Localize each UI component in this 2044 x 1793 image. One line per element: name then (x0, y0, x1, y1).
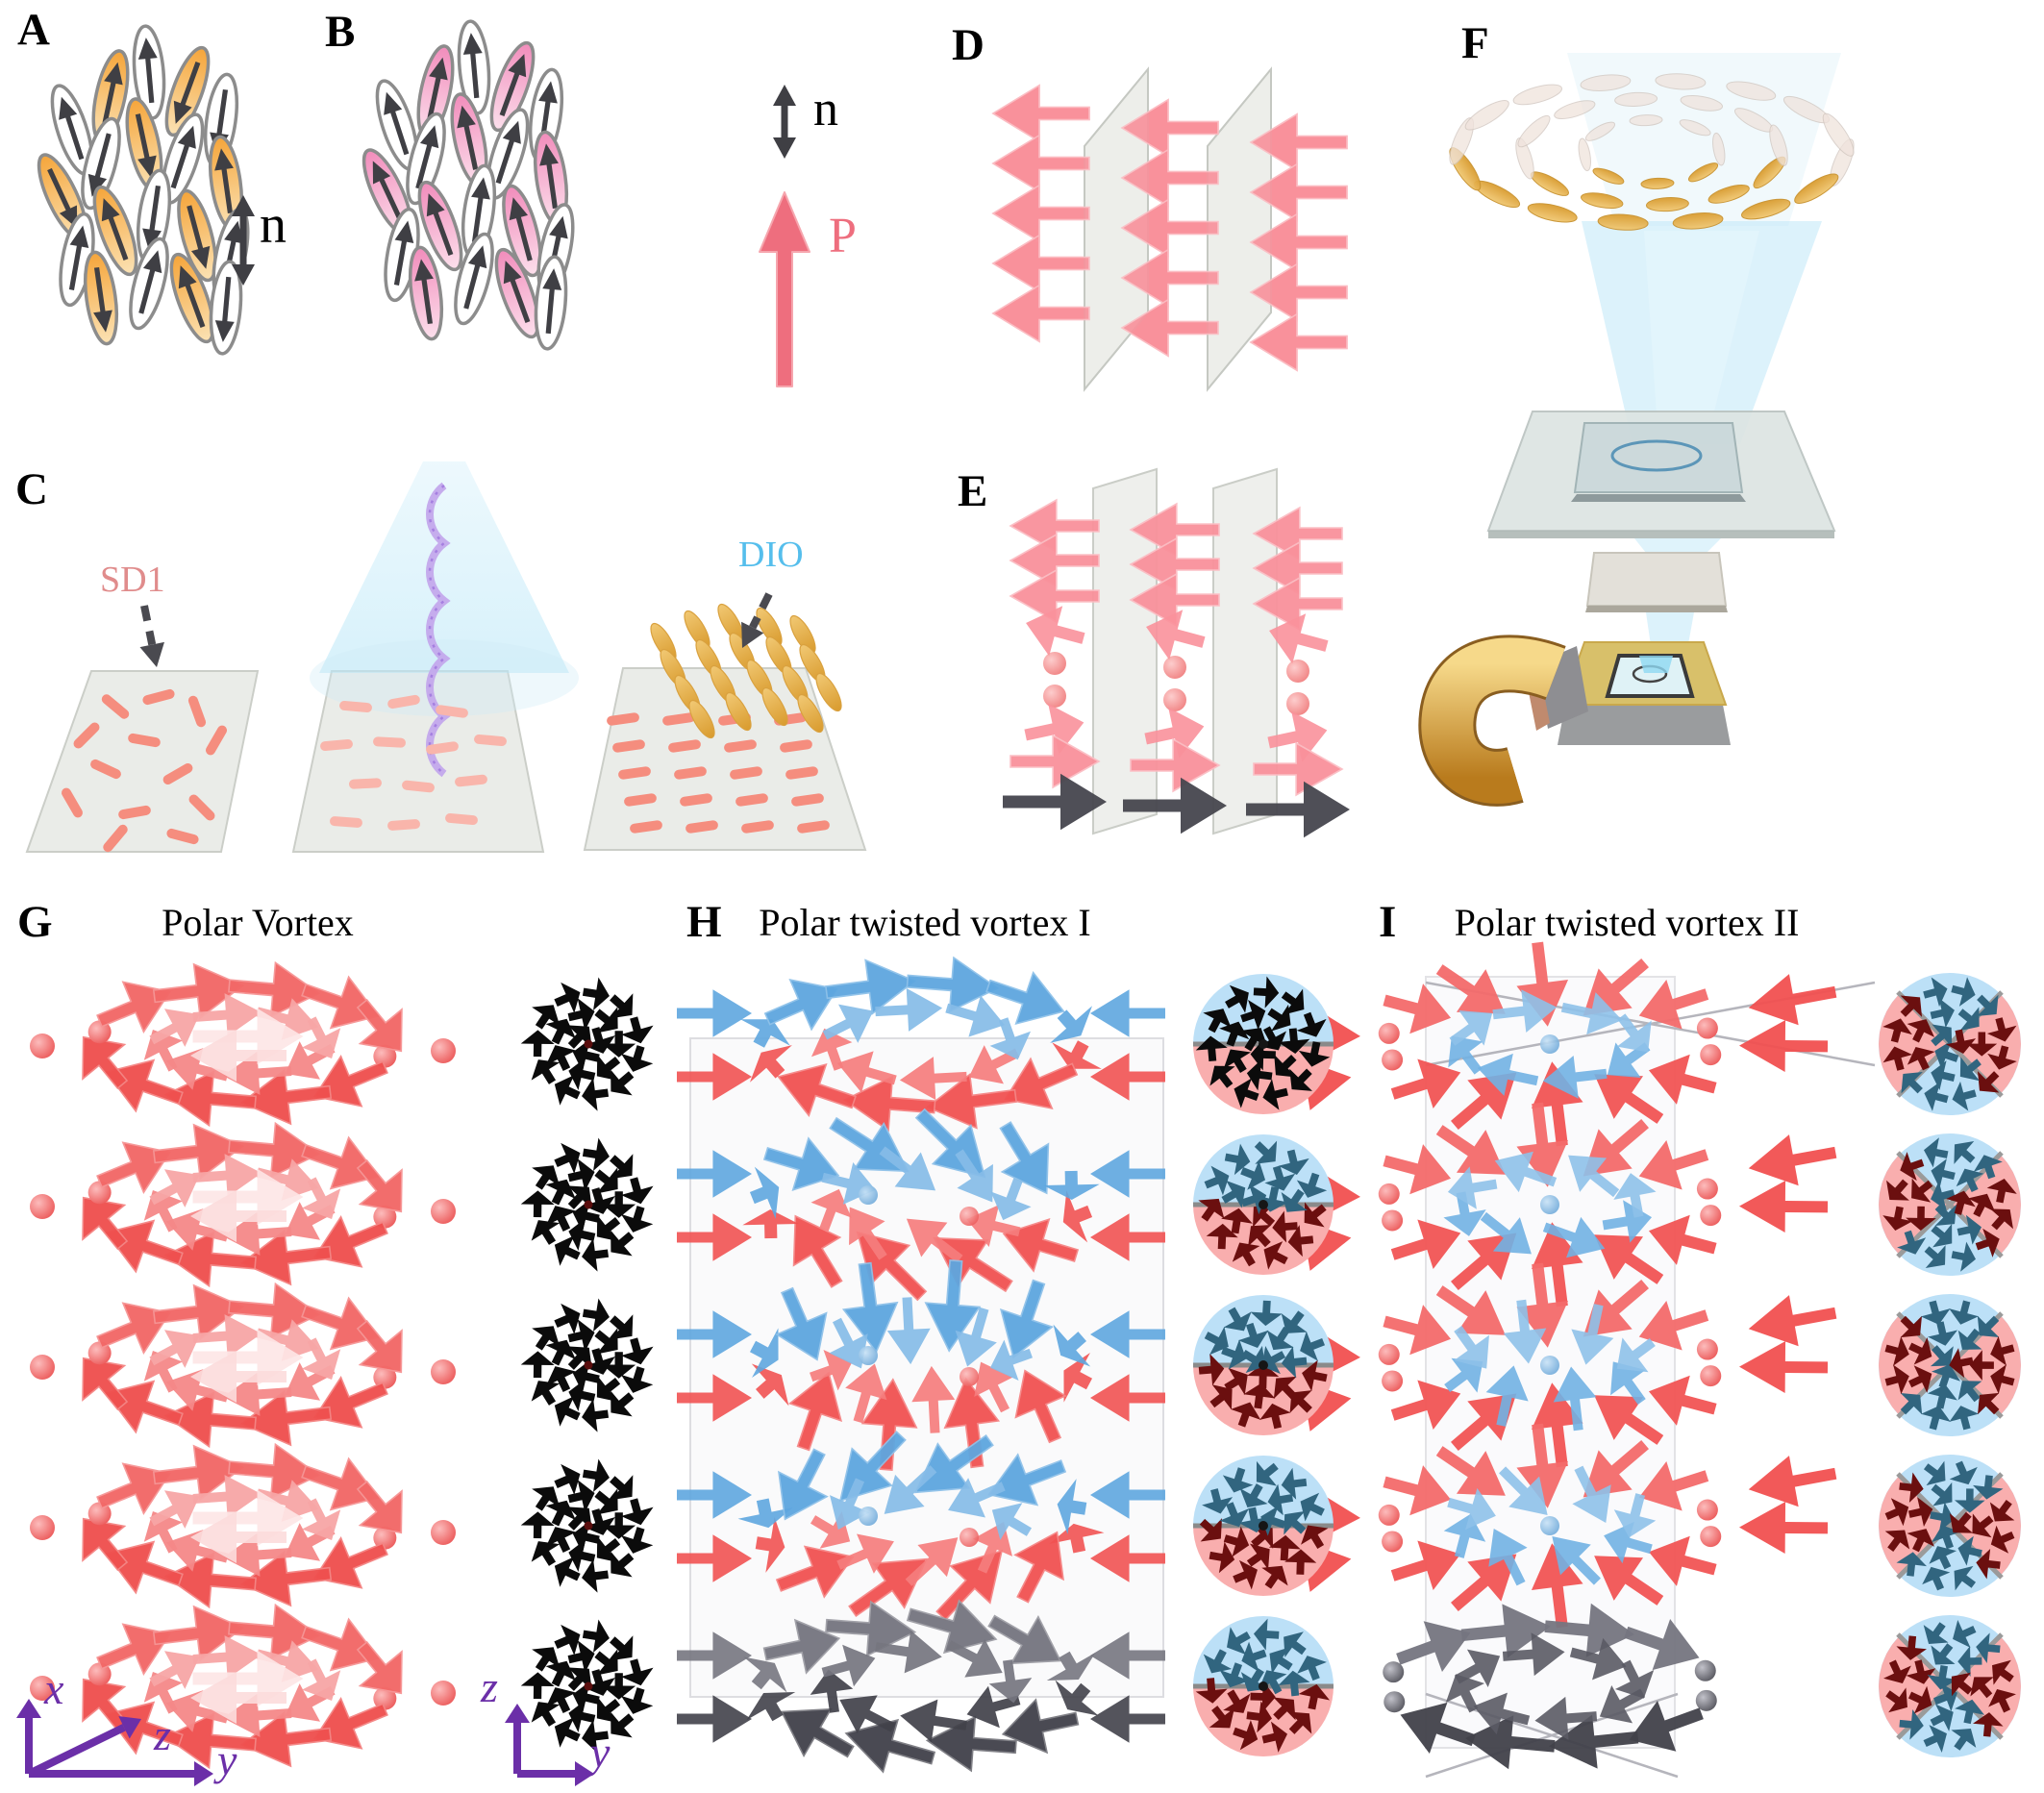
panel-c-light-cone (310, 461, 579, 778)
axis-y-label: y (217, 1735, 237, 1784)
panel-i-inset-3 (1879, 1294, 2021, 1436)
panel-h-row-2 (677, 1108, 1165, 1302)
panel-i-row-5 (1383, 1603, 1717, 1770)
director-label-a: n (260, 195, 287, 255)
panel-i-inset-2 (1879, 1133, 2021, 1276)
panel-c-label: C (15, 464, 48, 514)
panel-h-inset-5 (1193, 1616, 1334, 1756)
panel-i-inset-1 (1879, 973, 2021, 1115)
panel-b-molecules (361, 19, 575, 351)
axis-z-label: z (154, 1710, 171, 1759)
panel-g-title: Polar Vortex (162, 901, 354, 944)
panel-g-inset-2 (520, 1137, 654, 1272)
panel-h-inset-3 (1193, 1295, 1334, 1435)
panel-f-flex-ribbon (1418, 635, 1566, 807)
axis-y2-label: y (590, 1728, 611, 1777)
panel-g-inset-1 (520, 977, 654, 1111)
sd1-label: SD1 (100, 560, 165, 600)
panel-h-inset-2 (1193, 1134, 1334, 1275)
director-label-b: n (813, 82, 838, 137)
panel-f-beam-mid (1634, 538, 1721, 553)
panel-a-label: A (17, 5, 50, 55)
panel-c-rods-middle (320, 694, 507, 831)
panel-h-row-5 (677, 1599, 1165, 1774)
panel-c-sd1-arrow (139, 605, 164, 667)
panel-g-row-3 (30, 1282, 456, 1449)
panel-i-inset-4 (1879, 1455, 2021, 1597)
panel-d-label: D (952, 20, 985, 70)
panel-h-title: Polar twisted vortex I (759, 901, 1091, 944)
panel-c-dio-molecules (650, 603, 842, 739)
panel-b-polarization-arrow (759, 191, 810, 387)
panel-g-row-4 (30, 1442, 456, 1609)
axes-xzy (16, 1699, 213, 1786)
panel-i-row-2 (1262, 1102, 1837, 1307)
panel-d (991, 66, 1348, 392)
panel-g-inset-3 (520, 1298, 654, 1432)
panel-e (1003, 467, 1350, 838)
panel-e-label: E (958, 466, 988, 516)
axis-x-label: x (44, 1664, 64, 1713)
panel-a-molecules (37, 24, 250, 356)
panel-g-inset-5 (520, 1619, 654, 1754)
panel-i-title: Polar twisted vortex II (1454, 901, 1800, 944)
panel-h-row-1 (677, 956, 1165, 1133)
panel-b-label: B (325, 7, 356, 57)
panel-h-row-4 (677, 1431, 1165, 1621)
panel-g-label: G (17, 897, 53, 947)
panel-f-polarizer-plate (1585, 552, 1728, 612)
panel-g-row-1 (30, 960, 456, 1128)
panel-h-inset-4 (1193, 1456, 1334, 1596)
panel-c-rods-right (607, 712, 830, 834)
panel-g-row-2 (30, 1121, 456, 1288)
panel-b-director-arrow (773, 85, 796, 159)
panel-h-label: H (686, 897, 722, 947)
panel-h-inset-1 (1193, 974, 1334, 1114)
panel-a-director-arrow (232, 195, 255, 286)
axes-zy (505, 1704, 594, 1786)
panel-f-label: F (1461, 18, 1489, 68)
axis-z2-label: z (481, 1662, 498, 1711)
panel-i-label: I (1379, 897, 1397, 947)
panel-c-rods-left (62, 688, 227, 853)
panel-i-row-3 (1262, 1262, 1837, 1468)
panel-f-sample-cell (1571, 422, 1746, 502)
panel-c-dio-arrow (741, 592, 773, 648)
panel-f-molecule-rings (1449, 73, 1855, 231)
polarization-label: P (829, 209, 857, 263)
panel-g-inset-4 (520, 1458, 654, 1593)
dio-label: DIO (738, 535, 804, 575)
panel-i-inset-5 (1879, 1615, 2021, 1757)
